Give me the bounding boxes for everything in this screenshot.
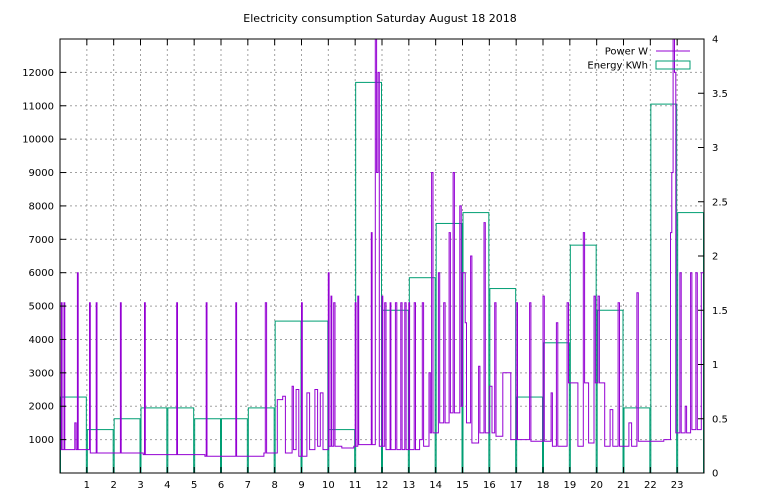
y-left-tick-label: 10000 (22, 135, 54, 146)
y-right-tick-label: 4 (712, 35, 718, 46)
x-tick-label: 6 (218, 480, 224, 491)
y-left-tick-label: 11000 (22, 101, 54, 112)
energy-box (328, 429, 356, 474)
legend-label-power: Power W (605, 47, 648, 58)
x-tick-label: 4 (164, 480, 170, 491)
x-tick-label: 12 (376, 480, 389, 491)
y-left-tick-label: 4000 (29, 335, 54, 346)
y-right-tick-label: 2.5 (712, 197, 728, 208)
x-tick-label: 18 (537, 480, 550, 491)
x-tick-label: 17 (510, 480, 523, 491)
chart-title: Electricity consumption Saturday August … (243, 12, 516, 25)
y-right-tick-label: 1 (712, 360, 718, 371)
legend-swatch-energy (655, 60, 691, 70)
axes: 1 2 3 4 5 6 7 8 9 10 11 12 13 14 15 16 17 18 19 20 21 22 23100… (22, 35, 728, 492)
y-left-tick-label: 2000 (29, 402, 54, 413)
x-tick-label: 8 (271, 480, 277, 491)
y-right-tick-label: 0 (712, 469, 718, 480)
power-line (60, 38, 705, 457)
power-series (60, 38, 705, 457)
y-left-tick-label: 1000 (29, 435, 54, 446)
y-right-tick-label: 1.5 (712, 306, 728, 317)
x-tick-label: 1 (84, 480, 90, 491)
x-tick-label: 7 (245, 480, 251, 491)
energy-box (221, 418, 248, 474)
x-tick-label: 3 (137, 480, 143, 491)
legend-label-energy: Energy KWh (587, 61, 648, 72)
x-tick-label: 13 (402, 480, 415, 491)
legend: Power W Energy KWh (587, 47, 691, 72)
energy-box (274, 320, 302, 474)
x-tick-label: 19 (563, 480, 576, 491)
y-right-tick-label: 3.5 (712, 89, 728, 100)
x-tick-label: 14 (429, 480, 442, 491)
energy-box (113, 418, 141, 474)
x-tick-label: 11 (349, 480, 362, 491)
y-right-tick-label: 0.5 (712, 414, 728, 425)
y-left-tick-label: 3000 (29, 368, 54, 379)
x-tick-label: 5 (191, 480, 197, 491)
y-left-tick-label: 5000 (29, 302, 54, 313)
y-left-tick-label: 9000 (29, 168, 54, 179)
y-left-tick-label: 7000 (29, 235, 54, 246)
x-tick-label: 23 (671, 480, 684, 491)
energy-box (167, 407, 195, 474)
y-left-tick-label: 6000 (29, 268, 54, 279)
x-tick-label: 20 (590, 480, 603, 491)
x-tick-label: 22 (644, 480, 657, 491)
energy-box (86, 429, 114, 474)
x-tick-label: 9 (298, 480, 304, 491)
y-right-tick-label: 3 (712, 143, 718, 154)
x-tick-label: 21 (617, 480, 630, 491)
y-right-tick-label: 2 (712, 252, 718, 263)
energy-box (194, 418, 222, 474)
energy-box (247, 407, 275, 474)
y-left-tick-label: 8000 (29, 201, 54, 212)
x-tick-label: 15 (456, 480, 469, 491)
y-left-tick-label: 12000 (22, 68, 54, 79)
x-tick-label: 16 (483, 480, 496, 491)
x-tick-label: 10 (322, 480, 335, 491)
x-tick-label: 2 (110, 480, 116, 491)
